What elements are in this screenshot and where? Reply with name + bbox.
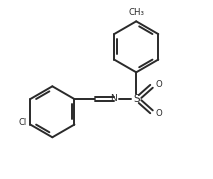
Text: O: O xyxy=(155,80,162,89)
Text: Cl: Cl xyxy=(18,118,26,127)
Text: O: O xyxy=(155,109,162,118)
Text: N: N xyxy=(111,94,117,103)
Text: S: S xyxy=(133,94,140,104)
Text: CH₃: CH₃ xyxy=(128,8,144,17)
